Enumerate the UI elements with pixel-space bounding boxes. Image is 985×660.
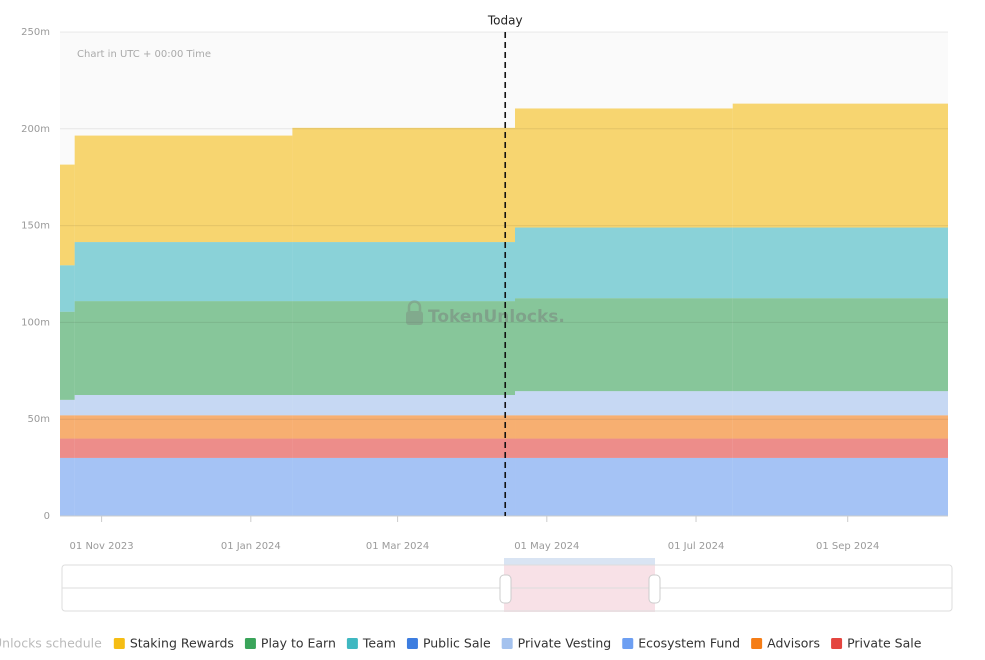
area-segment <box>732 227 948 299</box>
area-segment <box>60 457 75 516</box>
legend-item[interactable]: Advisors <box>751 636 820 651</box>
area-segment <box>74 395 293 416</box>
y-tick-label: 250m <box>21 27 50 38</box>
legend-label: Private Vesting <box>518 636 612 651</box>
legend-swatch <box>831 638 843 649</box>
legend-item[interactable]: Play to Earn <box>244 636 336 651</box>
y-tick-label: 50m <box>28 414 50 425</box>
area-segment <box>732 103 948 228</box>
x-tick-label: 01 Jul 2024 <box>668 541 725 552</box>
legend-label: Advisors <box>767 636 820 651</box>
area-segment <box>74 301 293 395</box>
navigator <box>61 558 953 612</box>
area-segment <box>732 457 948 516</box>
area-segment <box>60 265 75 312</box>
legend-swatch <box>501 638 513 649</box>
y-tick-label: 150m <box>21 221 50 232</box>
area-segment <box>74 438 293 458</box>
area-segment <box>515 391 733 416</box>
x-tick-label: 01 May 2024 <box>514 541 579 552</box>
watermark-icon <box>406 300 423 325</box>
y-tick-label: 200m <box>21 124 50 135</box>
area-segment <box>74 135 293 243</box>
legend-item[interactable]: Team <box>346 636 396 651</box>
legend-item[interactable]: Staking Rewards <box>113 636 234 651</box>
navigator-handle[interactable] <box>499 574 512 604</box>
legend-swatch <box>751 638 763 649</box>
area-segment <box>515 438 733 458</box>
legend-item[interactable]: Private Vesting <box>501 636 612 651</box>
area-segment <box>60 415 75 439</box>
area-segment <box>292 301 516 395</box>
area-segment <box>60 399 75 416</box>
x-tick-label: 01 Nov 2023 <box>70 541 134 552</box>
area-segment <box>732 438 948 458</box>
legend-swatch <box>406 638 418 649</box>
x-tick-label: 01 Jan 2024 <box>221 541 281 552</box>
legend-item[interactable]: Private Sale <box>831 636 922 651</box>
area-segment <box>732 415 948 439</box>
legend-swatch <box>113 638 125 649</box>
area-segment <box>74 415 293 439</box>
chart-note: Chart in UTC + 00:00 Time <box>77 49 211 60</box>
area-segment <box>515 227 733 299</box>
area-segment <box>515 415 733 439</box>
watermark: TokenUnlocks. <box>428 307 565 327</box>
area-segment <box>60 164 75 266</box>
today-label: Today <box>487 14 523 28</box>
y-tick-label: 100m <box>21 317 50 328</box>
area-segment <box>732 391 948 416</box>
legend-swatch <box>346 638 358 649</box>
area-segment <box>60 438 75 458</box>
area-segment <box>515 108 733 228</box>
legend-label: Ecosystem Fund <box>638 636 740 651</box>
area-segment <box>515 457 733 516</box>
legend-title: Unlocks schedule <box>0 636 102 651</box>
legend-label: Staking Rewards <box>130 636 234 651</box>
x-tick-label: 01 Sep 2024 <box>816 541 879 552</box>
legend-swatch <box>244 638 256 649</box>
legend-label: Team <box>362 636 396 651</box>
area-segment <box>292 438 516 458</box>
area-segment <box>74 242 293 302</box>
area-segment <box>292 415 516 439</box>
navigator-selection[interactable] <box>504 558 655 612</box>
area-segment <box>74 457 293 516</box>
legend-label: Private Sale <box>847 636 922 651</box>
area-segment <box>292 457 516 516</box>
legend-label: Play to Earn <box>261 636 336 651</box>
area-segment <box>515 298 733 392</box>
area-segment <box>292 127 516 243</box>
y-tick-label: 0 <box>44 511 50 522</box>
legend-item[interactable]: Public Sale <box>406 636 491 651</box>
area-segment <box>292 395 516 416</box>
x-tick-label: 01 Mar 2024 <box>366 541 429 552</box>
legend-item[interactable]: Ecosystem Fund <box>622 636 740 651</box>
legend-swatch <box>622 638 634 649</box>
area-segment <box>732 298 948 392</box>
navigator-scrollbar[interactable] <box>504 558 655 565</box>
area-segment <box>60 311 75 400</box>
legend-label: Public Sale <box>423 636 491 651</box>
navigator-handle[interactable] <box>648 574 661 604</box>
area-segment <box>292 242 516 302</box>
